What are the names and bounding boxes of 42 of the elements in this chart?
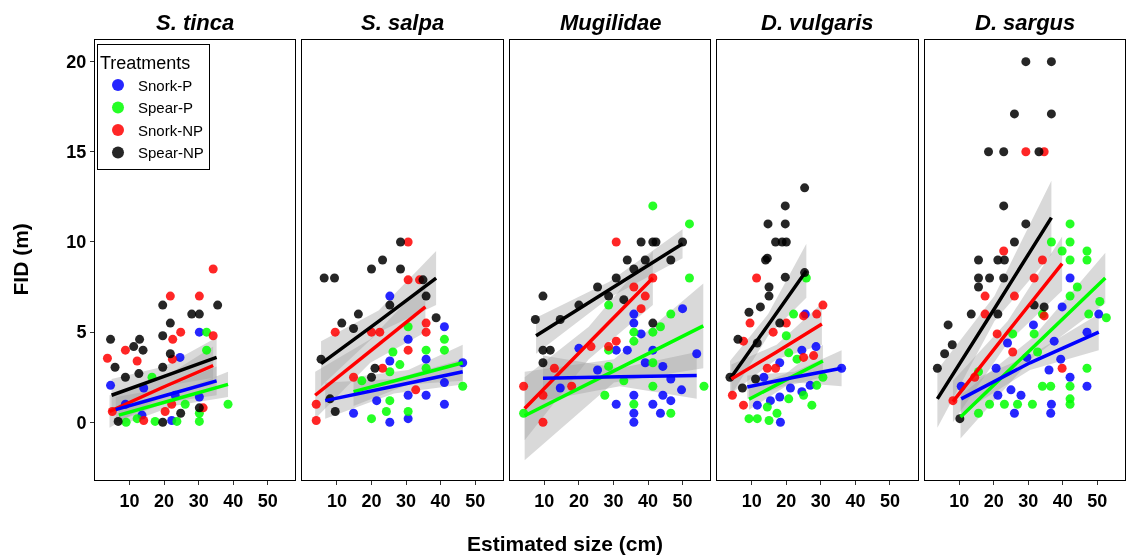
- legend-label: Snork-NP: [138, 121, 204, 139]
- x-tick-label: 30: [1018, 490, 1039, 511]
- x-tick-label: 50: [1087, 490, 1108, 511]
- x-tick-label: 40: [223, 490, 244, 511]
- x-tick-label: 10: [949, 490, 970, 511]
- x-tick-label: 40: [845, 490, 866, 511]
- x-tick-label: 50: [879, 490, 900, 511]
- x-tick-label: 20: [568, 490, 589, 511]
- legend-label: Spear-P: [138, 99, 194, 117]
- x-tick-label: 40: [637, 490, 659, 511]
- legend-label: Spear-NP: [138, 144, 204, 162]
- x-tick-label: 20: [776, 490, 797, 511]
- x-tick-label: 30: [603, 490, 624, 511]
- x-tick-label: 10: [741, 490, 762, 511]
- x-tick-label: 40: [1052, 490, 1073, 511]
- legend-title: Treatments: [100, 52, 191, 73]
- y-tick-label: 10: [66, 232, 87, 253]
- chart-title: S. salpa: [361, 10, 445, 35]
- chart-title: D. sargus: [975, 10, 1076, 35]
- x-axis-title: Estimated size (cm): [467, 532, 664, 555]
- y-tick-label: 20: [66, 51, 87, 72]
- x-tick-label: 50: [465, 490, 486, 511]
- y-tick-label: 5: [76, 322, 87, 343]
- x-tick-label: 10: [119, 490, 140, 511]
- x-tick-label: 10: [326, 490, 347, 511]
- x-tick-label: 30: [396, 490, 417, 511]
- y-axis-title: FID (m): [8, 223, 32, 296]
- chart-title: D. vulgaris: [761, 10, 874, 35]
- x-tick-label: 50: [257, 490, 278, 511]
- x-tick-label: 30: [810, 490, 831, 511]
- chart-title: Mugilidae: [560, 10, 662, 35]
- y-tick-label: 15: [66, 142, 87, 163]
- x-tick-label: 20: [983, 490, 1004, 511]
- legend-label: Snork-P: [138, 76, 193, 94]
- x-tick-label: 10: [534, 490, 555, 511]
- x-tick-label: 50: [672, 490, 693, 511]
- chart-title: S. tinca: [156, 10, 235, 35]
- x-tick-label: 30: [188, 490, 209, 511]
- x-tick-label: 20: [361, 490, 382, 511]
- x-tick-label: 40: [430, 490, 451, 511]
- y-tick-label: 0: [76, 412, 87, 433]
- x-tick-label: 20: [154, 490, 175, 511]
